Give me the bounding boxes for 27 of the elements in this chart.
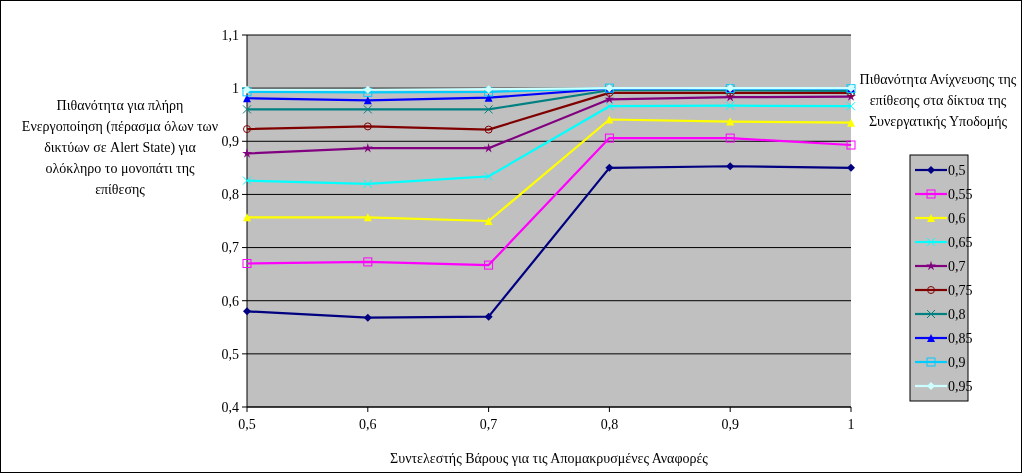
legend-title: Πιθανότητα Ανίχνευσης της επίθεσης στα δίκτυα της Συνεργατικής Υποδομής xyxy=(859,72,1017,129)
legend-label: 0,95 xyxy=(948,378,973,394)
x-tick-label: 0,7 xyxy=(479,417,498,432)
y-tick-label: 0,8 xyxy=(221,187,239,203)
x-tick-label: 0,9 xyxy=(721,417,739,432)
y-tick-label: 1,1 xyxy=(221,27,239,43)
y-tick-label: 0,7 xyxy=(221,240,239,256)
legend-label: 0,65 xyxy=(948,234,973,250)
x-tick-label: 0,6 xyxy=(359,417,377,432)
y-tick-label: 0,9 xyxy=(221,134,239,150)
legend-label: 0,8 xyxy=(948,306,966,322)
x-axis-title: Συντελεστής Βάρους για τις Απομακρυσμένες Αναφορές xyxy=(390,451,709,466)
x-tick-label: 1 xyxy=(847,417,855,432)
x-tick-label: 0,8 xyxy=(600,417,619,432)
legend-label: 0,85 xyxy=(948,330,973,346)
y-tick-label: 0,4 xyxy=(221,399,239,415)
y-axis-title: Πιθανότητα για πλήρη Ενεργοποίηση (πέρασμα όλων των δικτύων σε Alert State) για ολόκληρο το μονοπάτι της επίθεσης xyxy=(21,98,219,197)
legend-label: 0,6 xyxy=(948,210,966,226)
y-tick-label: 1 xyxy=(232,81,239,97)
y-tick-label: 0,6 xyxy=(221,293,239,309)
legend-label: 0,7 xyxy=(948,258,966,274)
legend-label: 0,5 xyxy=(948,162,966,178)
legend-label: 0,55 xyxy=(948,186,973,202)
y-tick-label: 0,5 xyxy=(221,346,239,362)
x-tick-label: 0,5 xyxy=(238,417,256,432)
legend-label: 0,75 xyxy=(948,282,973,298)
legend-label: 0,9 xyxy=(948,354,966,370)
